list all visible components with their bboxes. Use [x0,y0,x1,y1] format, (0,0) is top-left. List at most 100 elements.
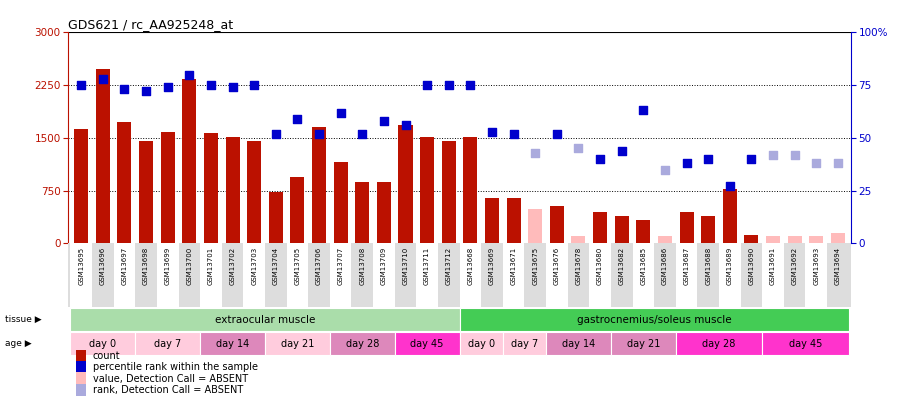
Bar [161,132,175,243]
Bar [784,243,805,307]
Text: GDS621 / rc_AA925248_at: GDS621 / rc_AA925248_at [68,18,233,31]
Bar [460,243,481,307]
Text: value, Detection Call = ABSENT: value, Detection Call = ABSENT [93,374,248,384]
Point [268,130,283,137]
Bar [763,243,784,307]
Bar [460,308,849,331]
Text: GSM13712: GSM13712 [446,247,451,285]
Bar [182,79,197,243]
Point [420,82,434,88]
Bar [701,216,715,243]
Text: GSM13669: GSM13669 [489,247,495,285]
Text: GSM13707: GSM13707 [338,247,344,285]
Point [571,145,586,152]
Point [787,151,802,158]
Point [550,130,564,137]
Point [96,76,110,82]
Bar [485,198,499,243]
Bar [571,236,585,243]
Bar [395,332,460,355]
Bar [399,125,412,243]
Text: GSM13689: GSM13689 [727,247,733,285]
Text: GSM13676: GSM13676 [554,247,560,285]
Point [377,118,391,124]
Text: GSM13691: GSM13691 [770,247,776,285]
Point [723,183,737,190]
Bar [503,332,546,355]
Text: age ▶: age ▶ [5,339,31,348]
Bar [204,133,218,243]
Bar [568,243,590,307]
Point [809,160,824,166]
Text: day 7: day 7 [511,339,538,349]
Text: GSM13705: GSM13705 [295,247,300,285]
Bar [593,213,607,243]
Bar [680,212,693,243]
Text: GSM13693: GSM13693 [814,247,819,285]
Text: extraocular muscle: extraocular muscle [215,315,315,324]
Point [226,84,240,90]
Text: GSM13708: GSM13708 [359,247,365,285]
Bar [460,332,503,355]
Text: GSM13700: GSM13700 [187,247,192,285]
Bar [420,136,434,243]
Text: GSM13671: GSM13671 [511,247,517,285]
Point [744,156,759,162]
Text: day 45: day 45 [410,339,444,349]
Text: day 21: day 21 [280,339,314,349]
Text: count: count [93,351,120,361]
Text: rank, Detection Call = ABSENT: rank, Detection Call = ABSENT [93,385,243,395]
Text: day 28: day 28 [346,339,379,349]
Bar [590,243,611,307]
Text: GSM13682: GSM13682 [619,247,624,285]
Bar [831,233,844,243]
Bar [481,243,503,307]
Text: tissue ▶: tissue ▶ [5,315,41,324]
Text: GSM13695: GSM13695 [78,247,85,285]
Bar [96,69,110,243]
Bar [334,162,348,243]
Bar [676,332,763,355]
Bar [117,122,131,243]
Point [485,128,500,135]
Text: GSM13711: GSM13711 [424,247,430,285]
Point [614,147,629,154]
Bar [329,243,351,307]
Bar [265,332,329,355]
Point [117,86,132,93]
Text: day 28: day 28 [703,339,735,349]
Bar [438,243,460,307]
Text: GSM13686: GSM13686 [662,247,668,285]
Text: GSM13668: GSM13668 [468,247,473,285]
Bar [658,236,672,243]
Text: GSM13687: GSM13687 [683,247,690,285]
Bar [76,384,86,396]
Point [204,82,218,88]
Point [679,160,693,166]
Bar [265,243,287,307]
Point [355,130,369,137]
Bar [70,308,460,331]
Point [399,122,413,128]
Text: day 0: day 0 [89,339,116,349]
Bar [70,243,92,307]
Bar [92,243,114,307]
Bar [463,136,478,243]
Text: gastrocnemius/soleus muscle: gastrocnemius/soleus muscle [577,315,732,324]
Bar [329,332,395,355]
Point [312,130,327,137]
Text: GSM13696: GSM13696 [100,247,106,285]
Bar [719,243,741,307]
Bar [76,361,86,374]
Bar [503,243,524,307]
Bar [614,216,629,243]
Bar [243,243,265,307]
Text: GSM13692: GSM13692 [792,247,798,285]
Text: day 21: day 21 [627,339,660,349]
Bar [351,243,373,307]
Text: GSM13680: GSM13680 [597,247,603,285]
Text: percentile rank within the sample: percentile rank within the sample [93,362,258,373]
Text: GSM13675: GSM13675 [532,247,538,285]
Bar [827,243,849,307]
Text: day 45: day 45 [789,339,822,349]
